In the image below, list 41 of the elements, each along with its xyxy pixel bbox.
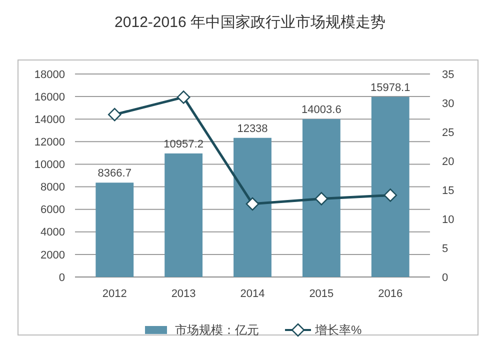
point bbox=[246, 197, 260, 211]
point bbox=[314, 192, 328, 206]
y-tick-label: 4000 bbox=[40, 226, 65, 239]
point bbox=[108, 108, 122, 122]
x-tick-label: 2012 bbox=[102, 288, 127, 300]
data-label: 14003.6 bbox=[302, 104, 342, 116]
legend-label: 增长率% bbox=[314, 323, 362, 338]
x-tick-label: 2015 bbox=[309, 288, 334, 300]
y2-tick-label: 30 bbox=[442, 98, 454, 110]
y-tick-label: 14000 bbox=[34, 114, 65, 126]
y-tick-label: 0 bbox=[58, 272, 65, 284]
y-tick-label: 8000 bbox=[40, 182, 65, 194]
x-tick-label: 2014 bbox=[240, 288, 265, 300]
y-tick-label: 10000 bbox=[34, 159, 65, 172]
data-label: 15978.1 bbox=[370, 82, 410, 94]
y-tick-label: 16000 bbox=[34, 91, 65, 104]
y-tick-label: 2000 bbox=[40, 249, 65, 262]
bar bbox=[164, 153, 203, 277]
y-tick-label: 18000 bbox=[34, 68, 65, 81]
x-tick-label: 2013 bbox=[171, 288, 196, 300]
y2-tick-label: 5 bbox=[442, 242, 448, 255]
y-tick-label: 12000 bbox=[34, 136, 65, 149]
bar bbox=[234, 138, 272, 277]
point bbox=[384, 188, 398, 202]
y2-tick-label: 35 bbox=[442, 68, 454, 81]
chart-title: 2012-2016 年中国家政行业市场规模走势 bbox=[114, 14, 386, 31]
data-label: 8366.7 bbox=[98, 168, 132, 180]
legend-label: 市场规模：亿元 bbox=[175, 323, 259, 338]
y2-tick-label: 25 bbox=[442, 126, 454, 139]
y2-tick-label: 15 bbox=[442, 184, 454, 197]
bar bbox=[302, 119, 340, 277]
bar bbox=[96, 182, 134, 277]
y2-tick-label: 10 bbox=[442, 214, 454, 226]
bar bbox=[371, 96, 410, 277]
y2-tick-label: 0 bbox=[442, 272, 448, 284]
y-tick-label: 6000 bbox=[40, 204, 65, 216]
x-tick-label: 2016 bbox=[378, 288, 403, 300]
point bbox=[176, 90, 190, 104]
y2-tick-label: 20 bbox=[442, 156, 454, 168]
data-label: 10957.2 bbox=[164, 138, 204, 150]
data-label: 12338 bbox=[237, 122, 268, 135]
